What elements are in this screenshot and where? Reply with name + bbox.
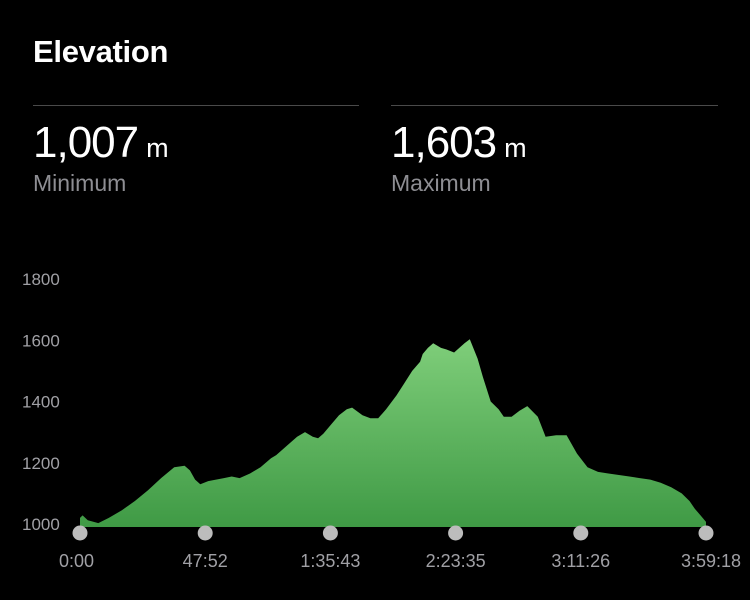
x-tick-label: 47:52 xyxy=(183,551,228,571)
stat-maximum-label: Maximum xyxy=(391,170,491,196)
stat-maximum-unit: m xyxy=(504,133,527,163)
divider-maximum xyxy=(391,105,718,106)
x-tick-label: 3:11:26 xyxy=(551,551,610,571)
x-tick-label: 1:35:43 xyxy=(300,551,360,571)
x-tick-label: 3:59:18 xyxy=(681,551,741,571)
y-tick-label: 1400 xyxy=(22,393,60,412)
elevation-area-series xyxy=(80,339,706,527)
stat-minimum-label: Minimum xyxy=(33,170,127,196)
x-tick-marker[interactable] xyxy=(448,525,464,541)
stat-minimum-unit: m xyxy=(146,133,169,163)
y-tick-label: 1800 xyxy=(22,270,60,289)
stat-minimum-value: 1,007 xyxy=(33,118,139,167)
stat-minimum: 1,007 m Minimum xyxy=(33,118,169,197)
x-tick-marker[interactable] xyxy=(322,525,338,541)
stat-minimum-value-row: 1,007 m xyxy=(33,118,169,168)
x-tick-label: 2:23:35 xyxy=(426,551,486,571)
divider-minimum xyxy=(33,105,359,106)
x-tick-marker[interactable] xyxy=(698,525,714,541)
y-tick-label: 1600 xyxy=(22,331,60,350)
x-tick-marker[interactable] xyxy=(197,525,213,541)
stat-maximum-value: 1,603 xyxy=(391,118,497,167)
y-tick-label: 1200 xyxy=(22,454,60,473)
x-tick-marker[interactable] xyxy=(573,525,589,541)
page-title: Elevation xyxy=(33,34,169,69)
x-tick-label: 0:00 xyxy=(59,551,94,571)
stat-maximum-value-row: 1,603 m xyxy=(391,118,527,168)
stat-maximum: 1,603 m Maximum xyxy=(391,118,527,197)
x-tick-marker[interactable] xyxy=(72,525,88,541)
y-tick-label: 1000 xyxy=(22,515,60,534)
